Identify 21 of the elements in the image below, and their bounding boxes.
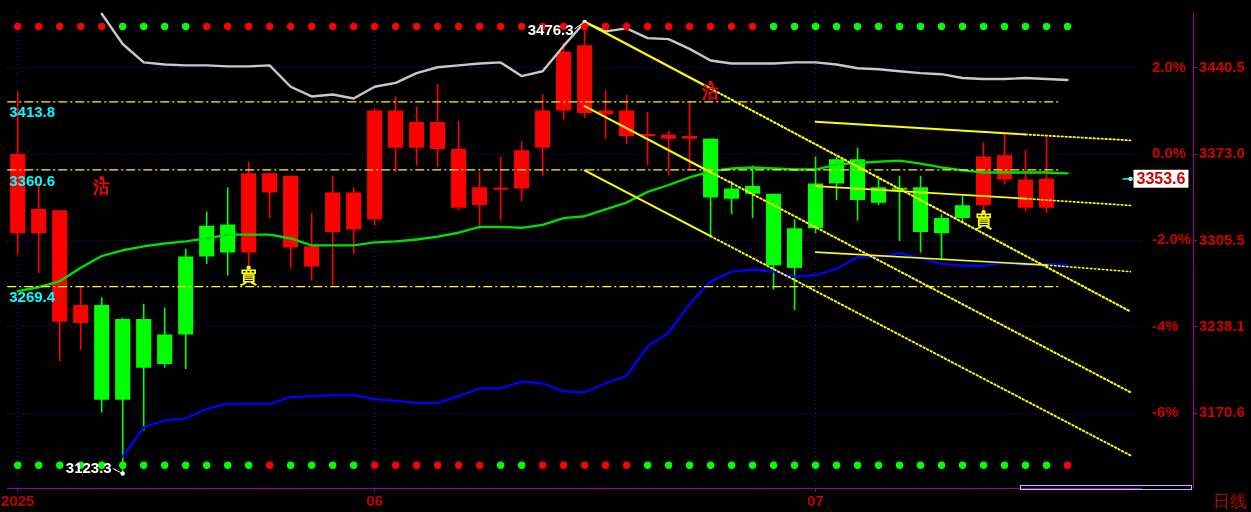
data-label: 買	[974, 212, 993, 232]
y2-tick-label: 2.0%	[1152, 57, 1187, 75]
y-tick-label: 3373.0	[1199, 144, 1245, 162]
y-tick-label: 3305.5	[1199, 230, 1245, 248]
y2-tick-label: -4%	[1152, 316, 1179, 334]
y-tick-label: 3440.5	[1199, 57, 1245, 75]
y-tick-label: 3170.6	[1199, 403, 1245, 421]
data-label: 3353.6	[1136, 170, 1186, 188]
y2-tick-label: -2.0%	[1152, 230, 1192, 248]
x-tick-label: 07	[807, 492, 824, 510]
data-label: 沽	[92, 178, 111, 198]
x-tick-label: 06	[366, 492, 383, 510]
text: 日线	[1213, 492, 1247, 512]
data-label: 3476.3	[527, 20, 574, 38]
y2-tick-label: -6%	[1152, 403, 1179, 421]
x-tick-label: 2025	[1, 492, 35, 510]
y2-tick-label: 0.0%	[1152, 144, 1187, 162]
data-label: 買	[239, 267, 258, 287]
y-tick-label: 3238.1	[1199, 316, 1245, 334]
data-label: 沽	[701, 83, 720, 103]
data-label: 3123.3	[65, 458, 112, 476]
